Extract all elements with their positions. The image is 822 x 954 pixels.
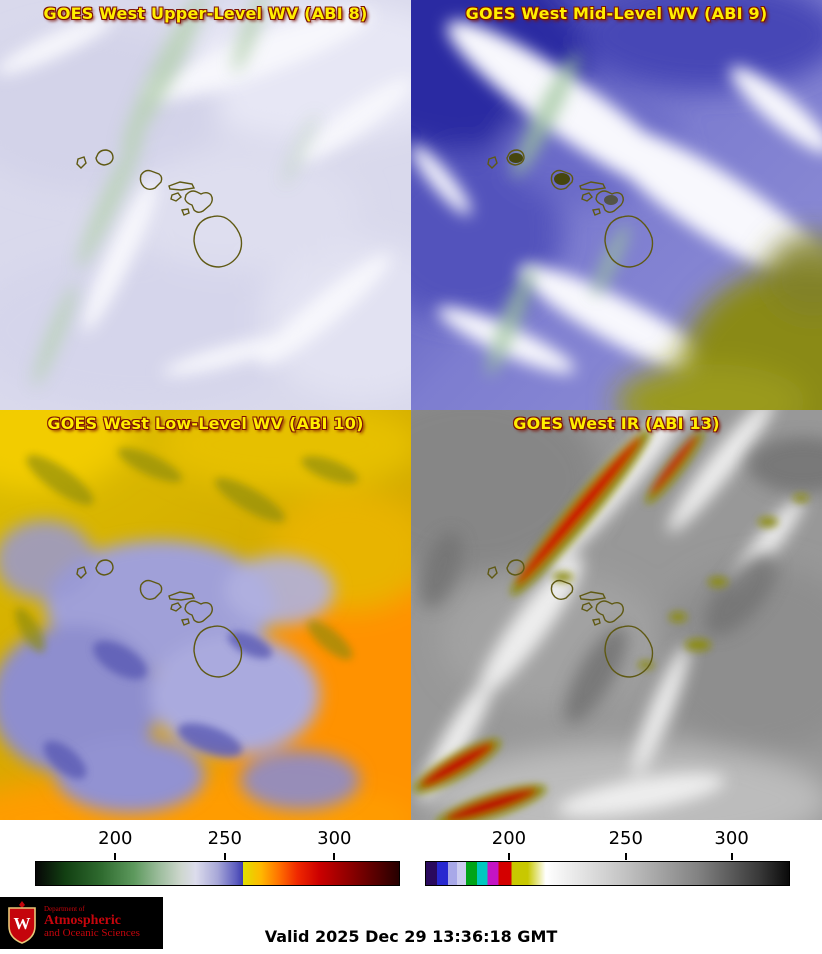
crest-letter: W <box>14 914 31 933</box>
satellite-image-upper-wv <box>0 0 411 410</box>
logo-line-oceanic: and Oceanic Sciences <box>44 927 140 940</box>
dark-gray-patches <box>419 437 822 724</box>
panel-mid-wv: GOES West Mid-Level WV (ABI 9) <box>411 0 822 410</box>
footer: W Department of Atmospheric and Oceanic … <box>0 894 822 954</box>
moist-lavender-layer <box>0 520 360 813</box>
panel-low-wv: GOES West Low-Level WV (ABI 10) <box>0 410 411 820</box>
panel-upper-wv: GOES West Upper-Level WV (ABI 8) <box>0 0 411 410</box>
colorbar-ir-bar <box>425 861 790 886</box>
panel-title-upper-wv: GOES West Upper-Level WV (ABI 8) <box>43 4 368 23</box>
olive-speckles <box>553 494 809 669</box>
colorbar-tick-mark <box>507 853 510 860</box>
deep-blue-spots <box>43 631 273 780</box>
panel-ir: GOES West IR (ABI 13) <box>411 410 822 820</box>
satellite-image-ir <box>411 410 822 820</box>
colorbar-ir-ticks: 200 250 300 <box>425 828 790 890</box>
green-streak-layer <box>487 52 630 376</box>
valid-timestamp: Valid 2025 Dec 29 13:36:18 GMT <box>264 927 558 946</box>
colorbar-wv-ticks: 200 250 300 <box>35 828 400 890</box>
colorbar-tick-label: 200 <box>491 828 527 849</box>
colorbar-wv-bar <box>35 861 400 886</box>
colorbar-ir: 200 250 300 <box>411 820 822 894</box>
satellite-image-low-wv <box>0 410 411 820</box>
island-terrain-spots <box>509 153 618 205</box>
colorbar-tick-label: 250 <box>608 828 643 849</box>
warm-olive-layer <box>616 233 822 410</box>
satellite-image-mid-wv <box>411 0 822 410</box>
colorbar-row: 200 250 300 200 250 300 <box>0 820 822 894</box>
colorbar-tick-mark <box>730 853 733 860</box>
colorbar-tick-label: 300 <box>317 828 352 849</box>
panel-title-ir: GOES West IR (ABI 13) <box>513 414 720 433</box>
logo-text: Department of Atmospheric and Oceanic Sc… <box>44 904 140 941</box>
colorbar-tick-mark <box>223 853 226 860</box>
colorbar-wv: 200 250 300 <box>0 820 411 894</box>
logo-line-atmospheric: Atmospheric <box>44 913 121 929</box>
colorbar-tick-label: 250 <box>207 828 242 849</box>
uw-department-logo: W Department of Atmospheric and Oceanic … <box>0 897 163 949</box>
olive-mottle-layer <box>15 447 359 660</box>
logo-line-department: Department of <box>44 904 85 913</box>
uw-crest-icon: W <box>8 901 36 944</box>
colorbar-tick-label: 300 <box>714 828 749 849</box>
dry-green-streak-layer <box>33 0 318 387</box>
panel-title-mid-wv: GOES West Mid-Level WV (ABI 9) <box>465 4 768 23</box>
satellite-panel-grid: GOES West Upper-Level WV (ABI 8) <box>0 0 822 820</box>
colorbar-tick-label: 200 <box>98 828 133 849</box>
colorbar-tick-mark <box>624 853 627 860</box>
white-cloud-band-layer <box>411 20 822 385</box>
cold-cloud-enhancement-streaks <box>413 428 705 820</box>
colorbar-tick-mark <box>114 853 117 860</box>
panel-title-low-wv: GOES West Low-Level WV (ABI 10) <box>47 414 364 433</box>
colorbar-tick-mark <box>333 853 336 860</box>
white-streak-layer <box>0 9 411 376</box>
